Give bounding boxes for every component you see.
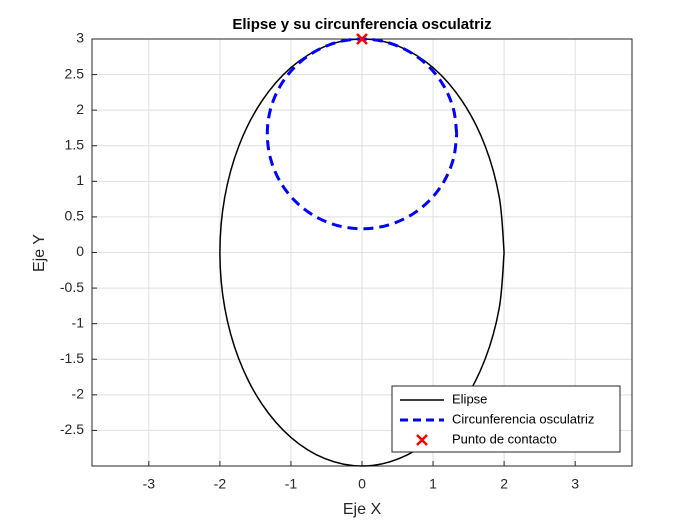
legend-label: Elipse xyxy=(452,391,487,406)
legend-label: Punto de contacto xyxy=(452,431,557,446)
marker xyxy=(416,434,428,446)
x-tick-label: -3 xyxy=(143,476,156,492)
line xyxy=(265,37,459,231)
x-axis-label: Eje X xyxy=(343,501,382,518)
y-tick-label: 2.5 xyxy=(65,65,85,81)
marker xyxy=(356,33,368,45)
y-tick-label: -2 xyxy=(72,386,85,402)
y-tick-label: -2.5 xyxy=(60,421,84,437)
x-tick-label: -2 xyxy=(214,476,227,492)
y-tick-label: -1.5 xyxy=(60,350,84,366)
x-tick-label: -1 xyxy=(285,476,298,492)
chart-title: Elipse y su circunferencia osculatriz xyxy=(232,16,491,33)
x-tick-label: 2 xyxy=(500,476,508,492)
x-tick-label: 3 xyxy=(571,476,579,492)
x-tick-label: 1 xyxy=(429,476,437,492)
y-tick-label: 0 xyxy=(76,243,84,259)
y-tick-label: 1.5 xyxy=(65,136,85,152)
y-axis-label: Eje Y xyxy=(31,234,48,272)
legend-label: Circunferencia osculatriz xyxy=(452,411,594,426)
y-tick-label: 3 xyxy=(76,30,84,46)
y-tick-label: 1 xyxy=(76,172,84,188)
y-tick-label: -0.5 xyxy=(60,279,84,295)
y-tick-label: 2 xyxy=(76,101,84,117)
y-tick-label: -1 xyxy=(72,314,85,330)
y-tick-label: 0.5 xyxy=(65,208,85,224)
legend: Elipse Circunferencia osculatriz Punto de … xyxy=(391,385,621,453)
x-tick-label: 0 xyxy=(358,476,366,492)
